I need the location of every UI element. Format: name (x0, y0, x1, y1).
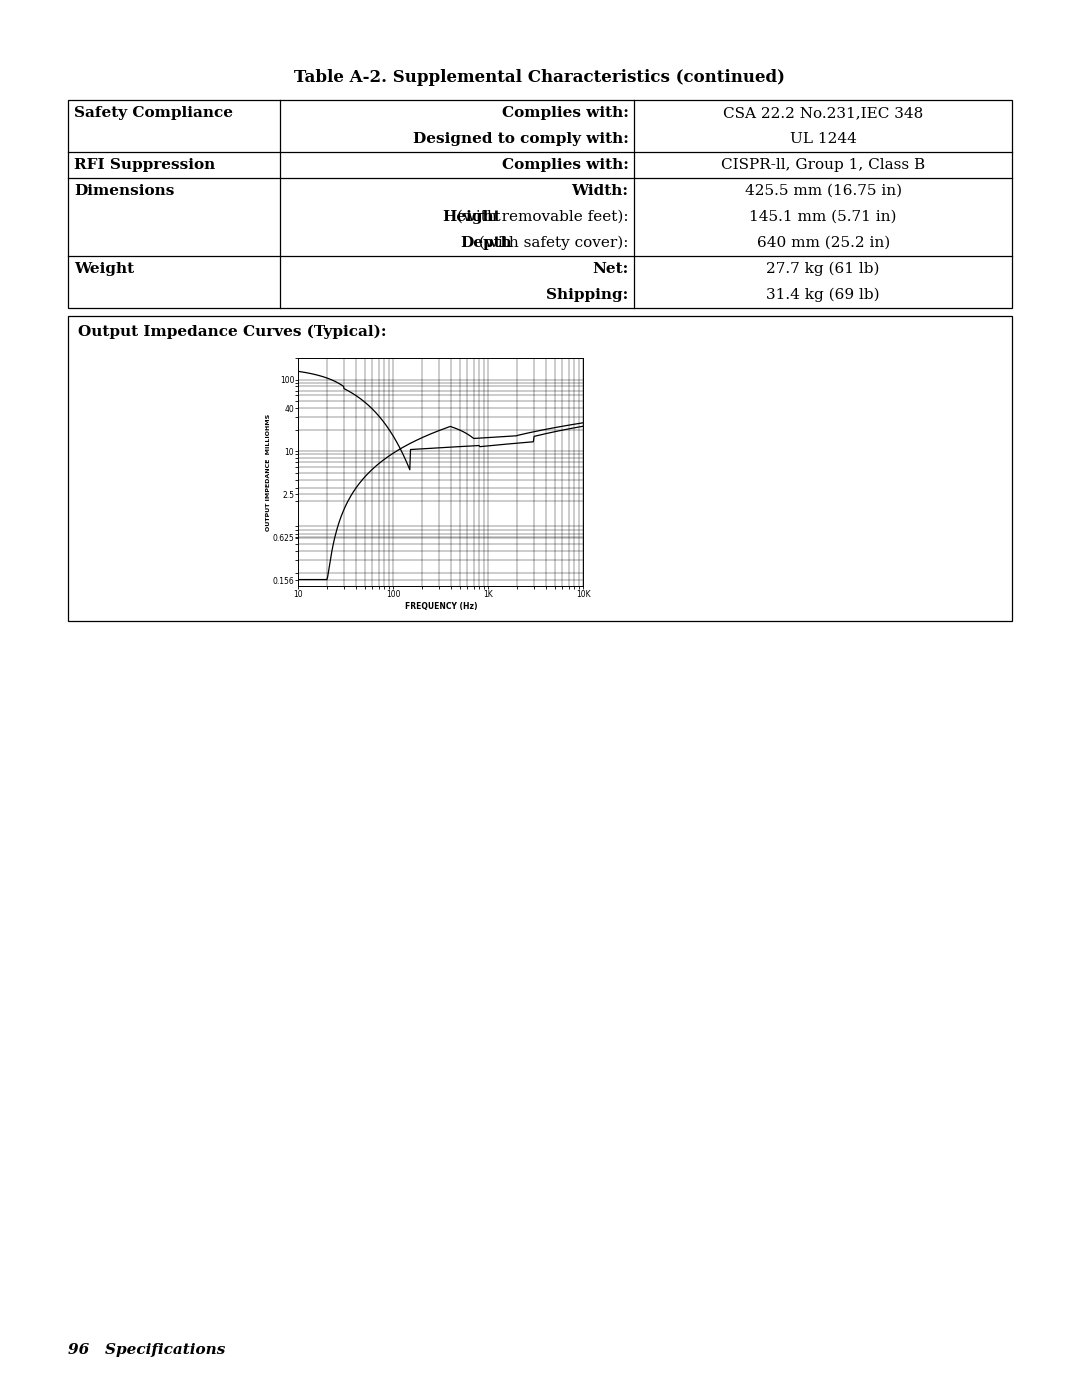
Text: RFI Suppression: RFI Suppression (75, 158, 215, 172)
Text: Height: Height (442, 210, 501, 224)
Text: Designed to comply with:: Designed to comply with: (413, 131, 629, 147)
Y-axis label: OUTPUT IMPEDANCE  MILLIOHMS: OUTPUT IMPEDANCE MILLIOHMS (266, 414, 271, 531)
Text: 31.4 kg (69 lb): 31.4 kg (69 lb) (767, 288, 880, 302)
X-axis label: FREQUENCY (Hz): FREQUENCY (Hz) (405, 602, 477, 610)
Text: UL 1244: UL 1244 (789, 131, 856, 147)
Text: (with safety cover):: (with safety cover): (474, 236, 629, 250)
Text: Width:: Width: (571, 184, 629, 198)
Text: 96   Specifications: 96 Specifications (68, 1343, 226, 1356)
Text: CSA 22.2 No.231,IEC 348: CSA 22.2 No.231,IEC 348 (724, 106, 923, 120)
Text: Table A-2. Supplemental Characteristics (continued): Table A-2. Supplemental Characteristics … (295, 70, 785, 87)
Text: Net:: Net: (592, 263, 629, 277)
Text: 27.7 kg (61 lb): 27.7 kg (61 lb) (767, 261, 880, 277)
Text: Depth: Depth (460, 236, 512, 250)
Text: CISPR-ll, Group 1, Class B: CISPR-ll, Group 1, Class B (721, 158, 926, 172)
Text: (with removable feet):: (with removable feet): (451, 210, 629, 224)
Text: Shipping:: Shipping: (546, 288, 629, 302)
Text: Weight: Weight (75, 263, 134, 277)
Text: Complies with:: Complies with: (501, 158, 629, 172)
Text: 640 mm (25.2 in): 640 mm (25.2 in) (757, 236, 890, 250)
Text: Output Impedance Curves (Typical):: Output Impedance Curves (Typical): (78, 326, 387, 339)
Text: Dimensions: Dimensions (75, 184, 174, 198)
Text: Safety Compliance: Safety Compliance (75, 106, 233, 120)
Bar (68, 316, 1012, 622)
Text: 425.5 mm (16.75 in): 425.5 mm (16.75 in) (744, 184, 902, 198)
Text: 145.1 mm (5.71 in): 145.1 mm (5.71 in) (750, 210, 897, 224)
Text: Complies with:: Complies with: (501, 106, 629, 120)
Bar (68, 101, 1012, 307)
